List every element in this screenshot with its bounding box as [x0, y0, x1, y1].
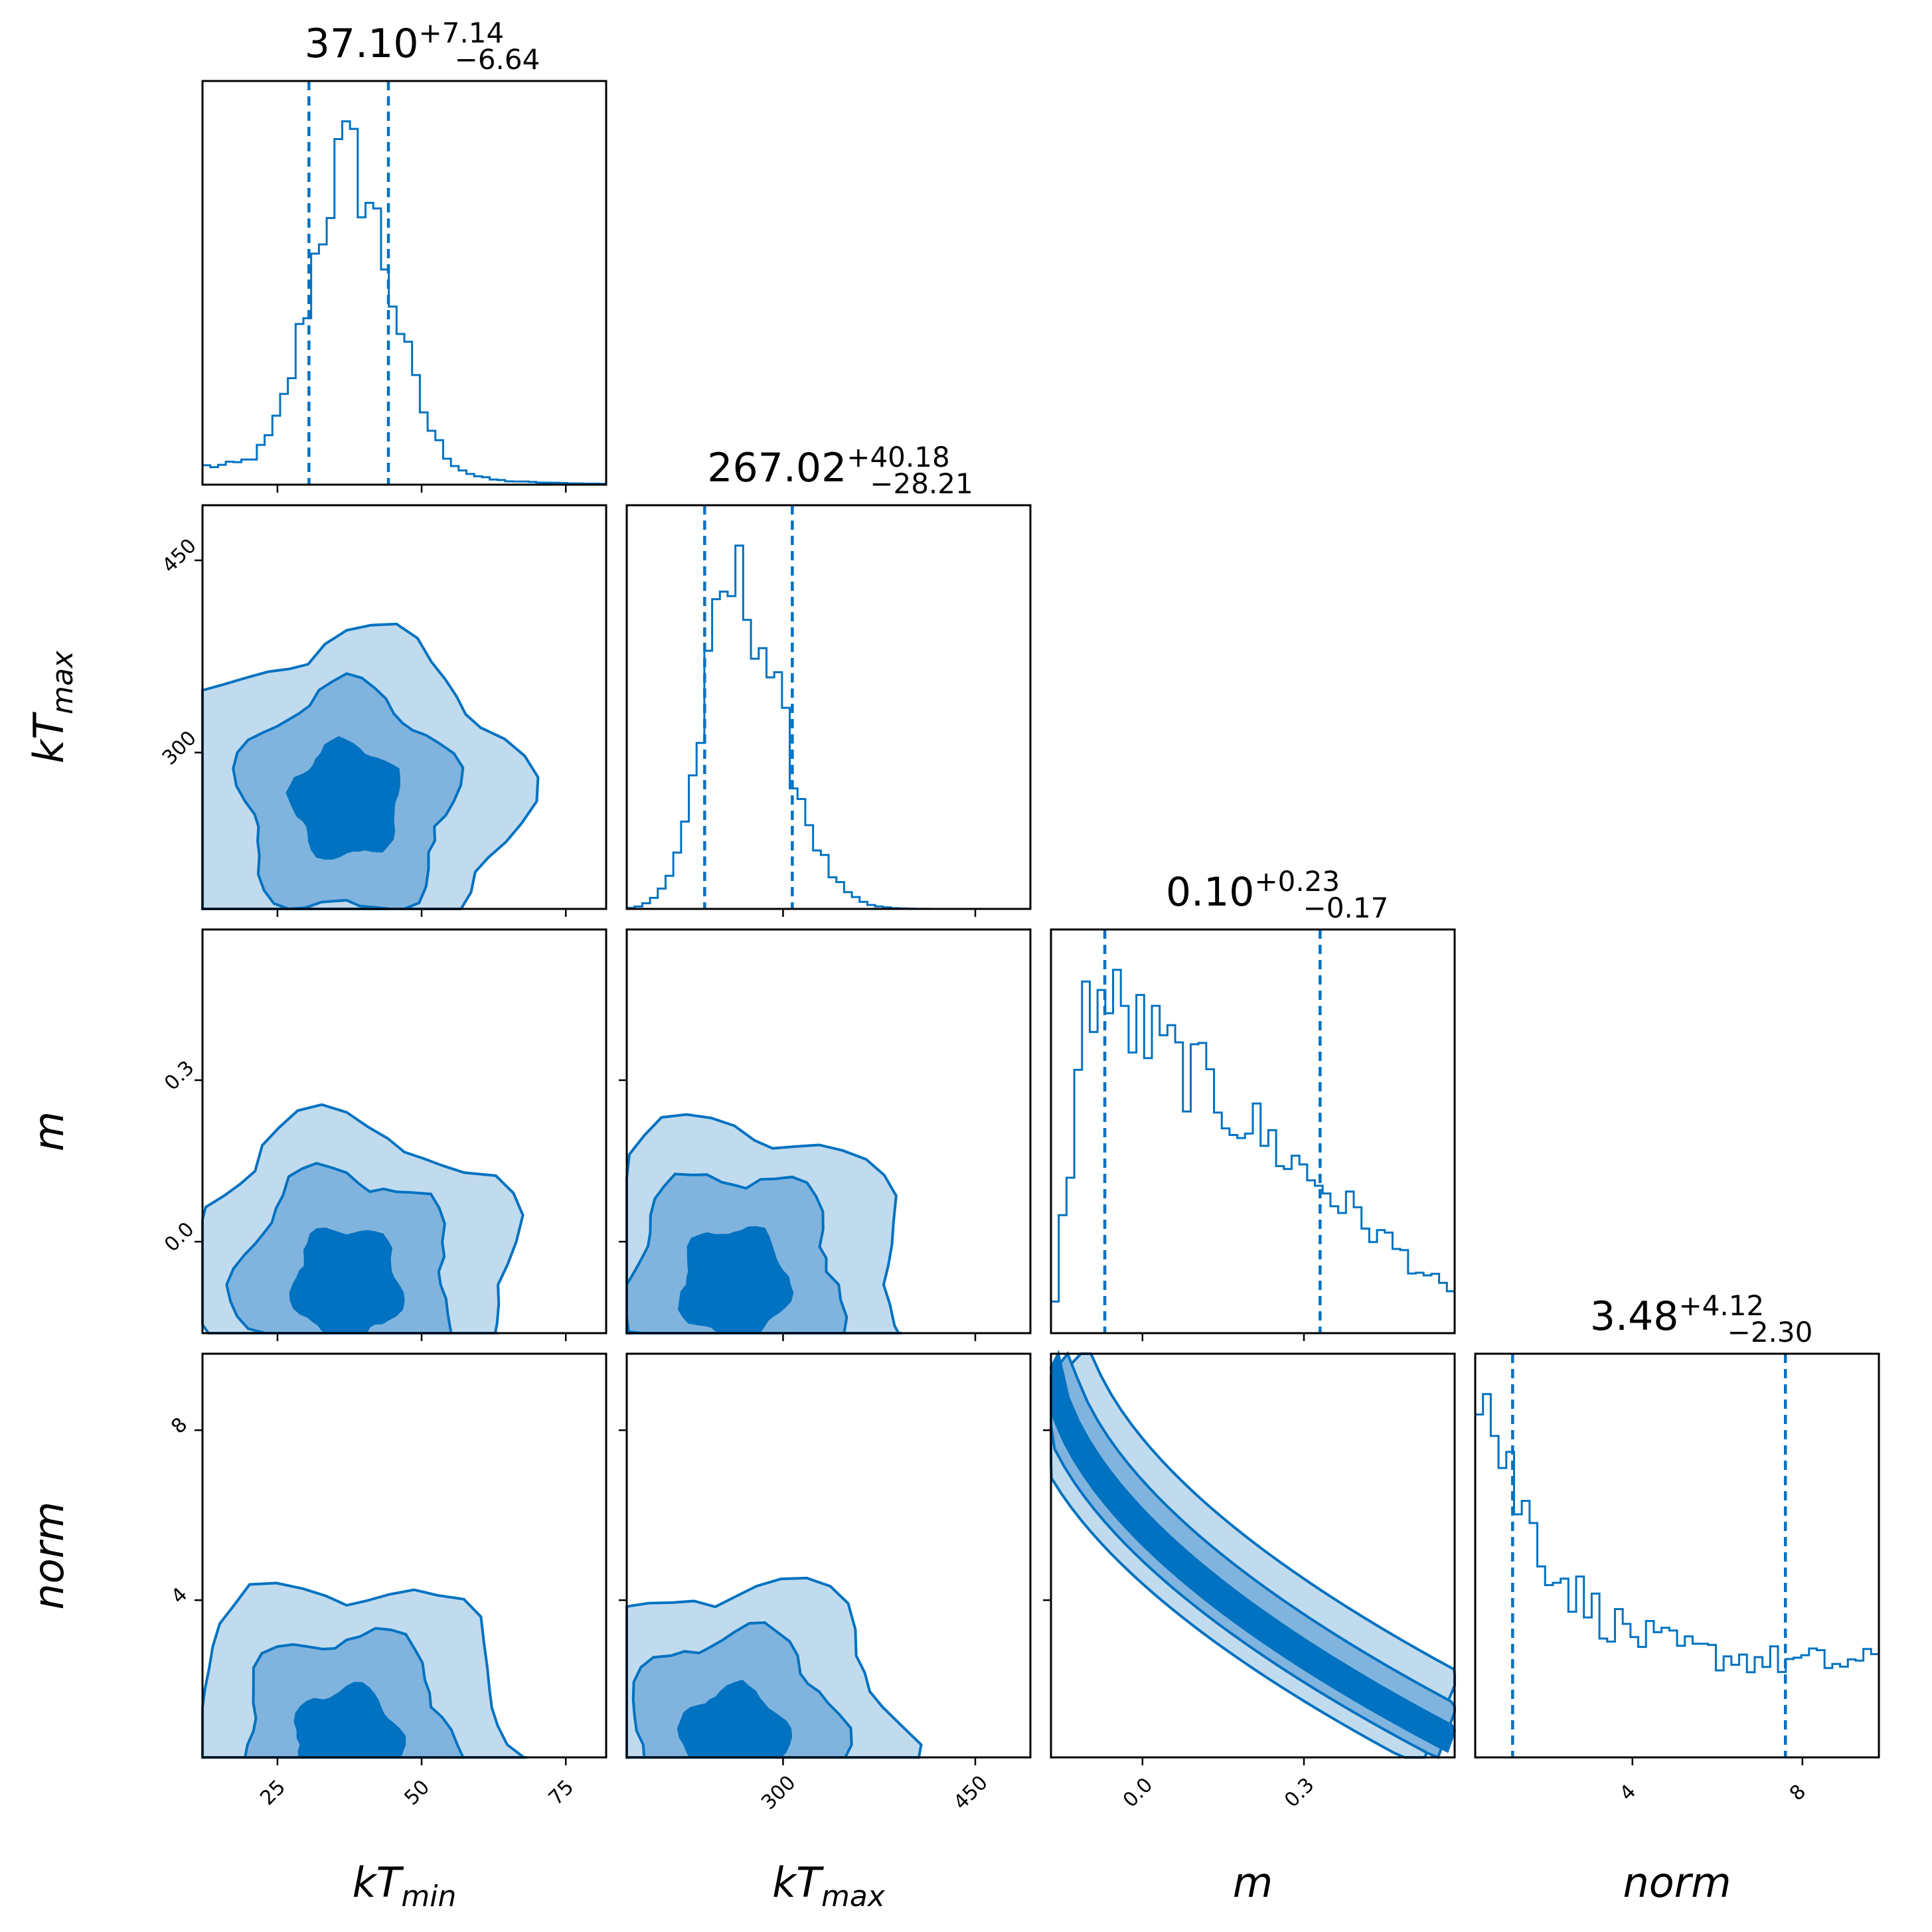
panel-frame	[1050, 1352, 1456, 1759]
title-minus-kTmax: −28.21	[870, 467, 973, 500]
y-axis-label-m: m	[25, 1111, 73, 1151]
title-median-norm: 3.48	[1590, 1293, 1679, 1340]
title-plus-kTmin: +7.14	[419, 17, 505, 49]
histogram-panel-norm: 3.48+4.12 4 8	[1474, 1289, 1880, 1805]
x-tick-label: 0.3	[1280, 1773, 1319, 1812]
y-tick-label: 300	[158, 726, 201, 769]
x-tick-label: 25	[256, 1775, 290, 1810]
x-axis-label-main: kT	[772, 1858, 824, 1907]
y-tick-label: 0.3	[160, 1056, 199, 1095]
panel-frame	[625, 928, 1032, 1334]
y-axis-label-main: kT	[25, 712, 73, 764]
title-plus-kTmax: +40.18	[846, 441, 949, 473]
y-axis-label-main: m	[25, 1111, 73, 1151]
panel-frame	[201, 1352, 607, 1759]
histogram-panel-kTmin: 37.10+7.14	[201, 17, 607, 493]
histogram-kTmin	[201, 120, 607, 485]
histogram-norm	[1474, 1393, 1880, 1757]
x-axis-label-sub: max	[821, 1880, 886, 1913]
y-axis-label-sub: max	[46, 650, 80, 714]
y-axis-label-main: norm	[25, 1501, 73, 1609]
x-tick-label: 8	[1785, 1780, 1811, 1805]
x-axis-label-main: m	[1233, 1858, 1273, 1907]
x-tick-label: 75	[544, 1775, 579, 1810]
histogram-kTmax	[625, 544, 1030, 910]
contour-panel-kTmin-m: 0.0 0.3	[160, 928, 607, 1341]
panel-frame	[1050, 928, 1456, 1334]
histogram-panel-m: 0.10+0.23	[1050, 865, 1456, 1341]
panel-frame	[201, 504, 607, 910]
title-plus-m: +0.23	[1254, 865, 1340, 898]
contour-level-3	[678, 1226, 794, 1334]
x-tick-label: 450	[949, 1771, 993, 1814]
title-minus-kTmin: −6.64	[455, 43, 540, 76]
x-tick-label: 300	[757, 1771, 800, 1814]
y-axis-label-norm: norm	[25, 1501, 73, 1609]
panel-frame	[201, 928, 607, 1334]
x-axis-label-m: m	[1233, 1858, 1273, 1907]
panel-frame	[201, 80, 607, 486]
title-median-kTmin: 37.10	[305, 21, 419, 67]
title-minus-norm: −2.30	[1728, 1316, 1813, 1348]
contour-panel-m-norm: 0.0 0.3	[1043, 1350, 1457, 1812]
contour-level-3	[289, 1227, 405, 1334]
contour-panel-kTmax-m	[619, 928, 1032, 1341]
x-tick-label: 50	[400, 1775, 434, 1810]
x-axis-label-kTmax: kTmax	[772, 1858, 886, 1913]
histogram-m	[1050, 969, 1456, 1333]
contour-panel-kTmin-norm: 25 50 75 4 8	[167, 1352, 607, 1810]
x-axis-label-sub: min	[401, 1880, 456, 1913]
x-axis-label-norm: norm	[1623, 1858, 1731, 1907]
x-axis-label-kTmin: kTmin	[353, 1858, 457, 1913]
panel-title-m: 0.10+0.23	[1166, 865, 1340, 916]
title-median-m: 0.10	[1166, 869, 1255, 916]
panel-title-kTmax: 267.02+40.18	[707, 441, 949, 491]
panel-frame	[625, 504, 1032, 910]
contour-level-3	[285, 736, 400, 860]
x-axis-label-main: kT	[353, 1858, 404, 1907]
contour-panel-kTmin-kTmax: 300 450	[158, 504, 607, 917]
contour-panel-kTmax-norm: 300 450	[619, 1352, 1032, 1814]
panel-frame	[1474, 1352, 1880, 1759]
y-tick-label: 4	[167, 1583, 192, 1608]
title-plus-norm: +4.12	[1678, 1289, 1764, 1322]
title-median-kTmax: 267.02	[707, 445, 846, 491]
x-tick-label: 4	[1615, 1780, 1641, 1805]
histogram-panel-kTmax: 267.02+40.18	[625, 441, 1032, 917]
y-tick-label: 450	[158, 534, 201, 578]
title-minus-m: −0.17	[1303, 892, 1389, 924]
contour-level-3	[1049, 1350, 1457, 1753]
panel-title-norm: 3.48+4.12	[1590, 1289, 1764, 1340]
panel-title-kTmin: 37.10+7.14	[305, 17, 505, 67]
x-axis-label-main: norm	[1623, 1858, 1731, 1907]
x-tick-label: 0.0	[1119, 1773, 1157, 1812]
y-axis-label-kTmax: kTmax	[25, 650, 80, 764]
y-tick-label: 0.0	[160, 1218, 199, 1256]
y-tick-label: 8	[167, 1413, 192, 1438]
panel-frame	[625, 1352, 1032, 1759]
